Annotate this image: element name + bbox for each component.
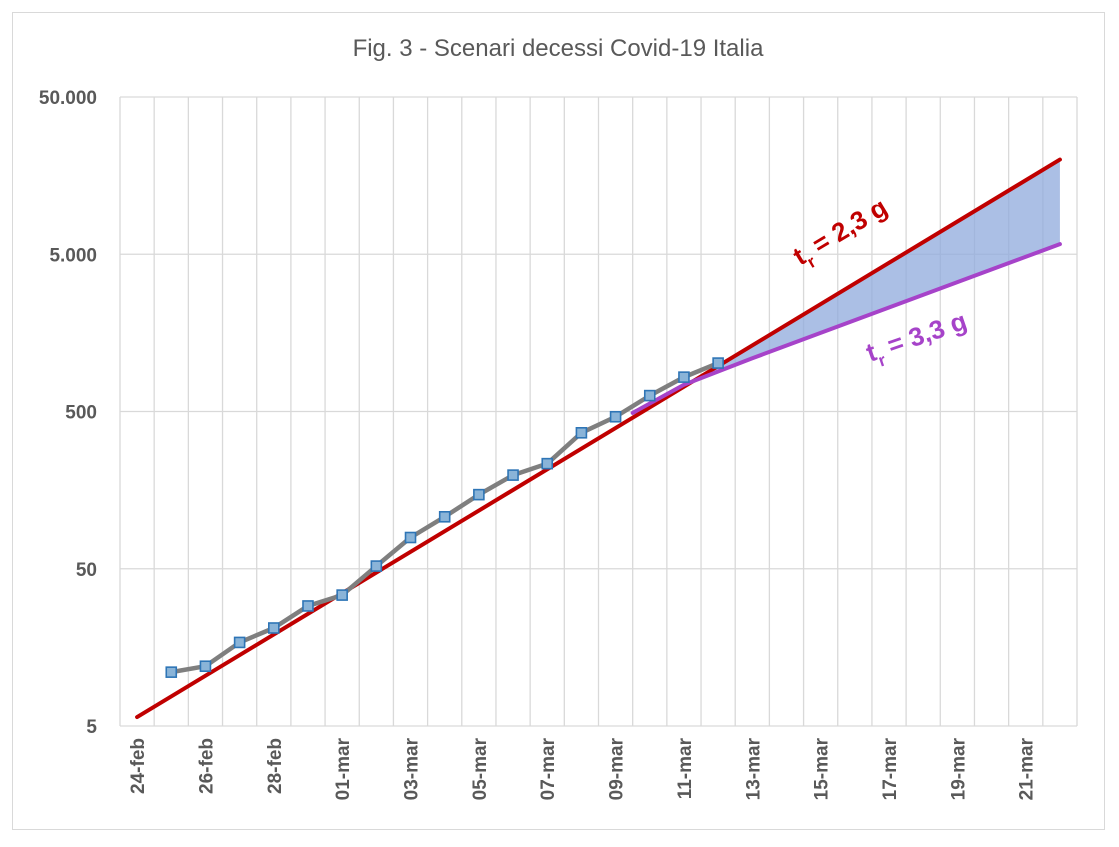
data-point-marker — [165, 666, 178, 678]
data-point-marker — [473, 488, 485, 501]
y-tick-label: 5.000 — [49, 245, 97, 266]
chart-title: Fig. 3 - Scenari decessi Covid-19 Italia — [353, 35, 765, 62]
data-point-marker — [268, 622, 280, 634]
grid — [119, 96, 1078, 727]
y-tick-label: 500 — [65, 403, 97, 424]
x-tick-label: 07-mar — [538, 737, 559, 800]
data-point-marker — [233, 636, 246, 649]
x-tick-label: 28-feb — [265, 738, 286, 794]
data-point-marker — [370, 560, 383, 572]
x-tick-label: 21-mar — [1017, 737, 1038, 800]
data-point-marker — [404, 531, 417, 544]
x-tick-label: 15-mar — [812, 737, 833, 800]
x-tick-label: 19-mar — [948, 737, 969, 800]
y-axis-ticks: 5 50 500 5.000 50.000 — [39, 88, 98, 738]
x-tick-label: 26-feb — [196, 738, 217, 794]
annotation-tr-3-3: tr = 3,3 g — [862, 305, 972, 373]
x-tick-label: 17-mar — [880, 737, 901, 800]
data-markers — [165, 357, 724, 678]
y-tick-label: 50.000 — [39, 88, 97, 109]
x-tick-label: 05-mar — [470, 737, 491, 800]
data-point-marker — [678, 371, 690, 383]
x-tick-label: 11-mar — [675, 737, 696, 799]
y-tick-label: 5 — [86, 717, 97, 738]
x-tick-label: 24-feb — [128, 738, 149, 794]
data-point-marker — [438, 510, 451, 523]
x-tick-label: 09-mar — [607, 737, 628, 800]
series-line-tr-3-3 — [630, 242, 1062, 415]
data-point-marker — [199, 660, 212, 673]
chart-frame — [12, 12, 1105, 830]
x-tick-label: 13-mar — [743, 737, 764, 800]
data-point-marker — [643, 389, 656, 402]
data-point-marker — [575, 427, 588, 439]
data-point-marker — [609, 410, 622, 423]
y-tick-label: 50 — [76, 560, 97, 581]
x-axis-ticks: 24-feb 26-feb 28-feb 01-mar 03-mar 05-mar 07-m… — [128, 737, 1038, 800]
data-point-marker — [507, 469, 519, 481]
data-point-marker — [541, 457, 554, 470]
data-point-marker — [712, 357, 724, 369]
data-point-marker — [302, 600, 314, 612]
data-point-marker — [336, 589, 348, 601]
x-tick-label: 01-mar — [333, 737, 354, 800]
series-line-tr-2-3 — [135, 157, 1062, 720]
x-tick-label: 03-mar — [402, 737, 423, 800]
